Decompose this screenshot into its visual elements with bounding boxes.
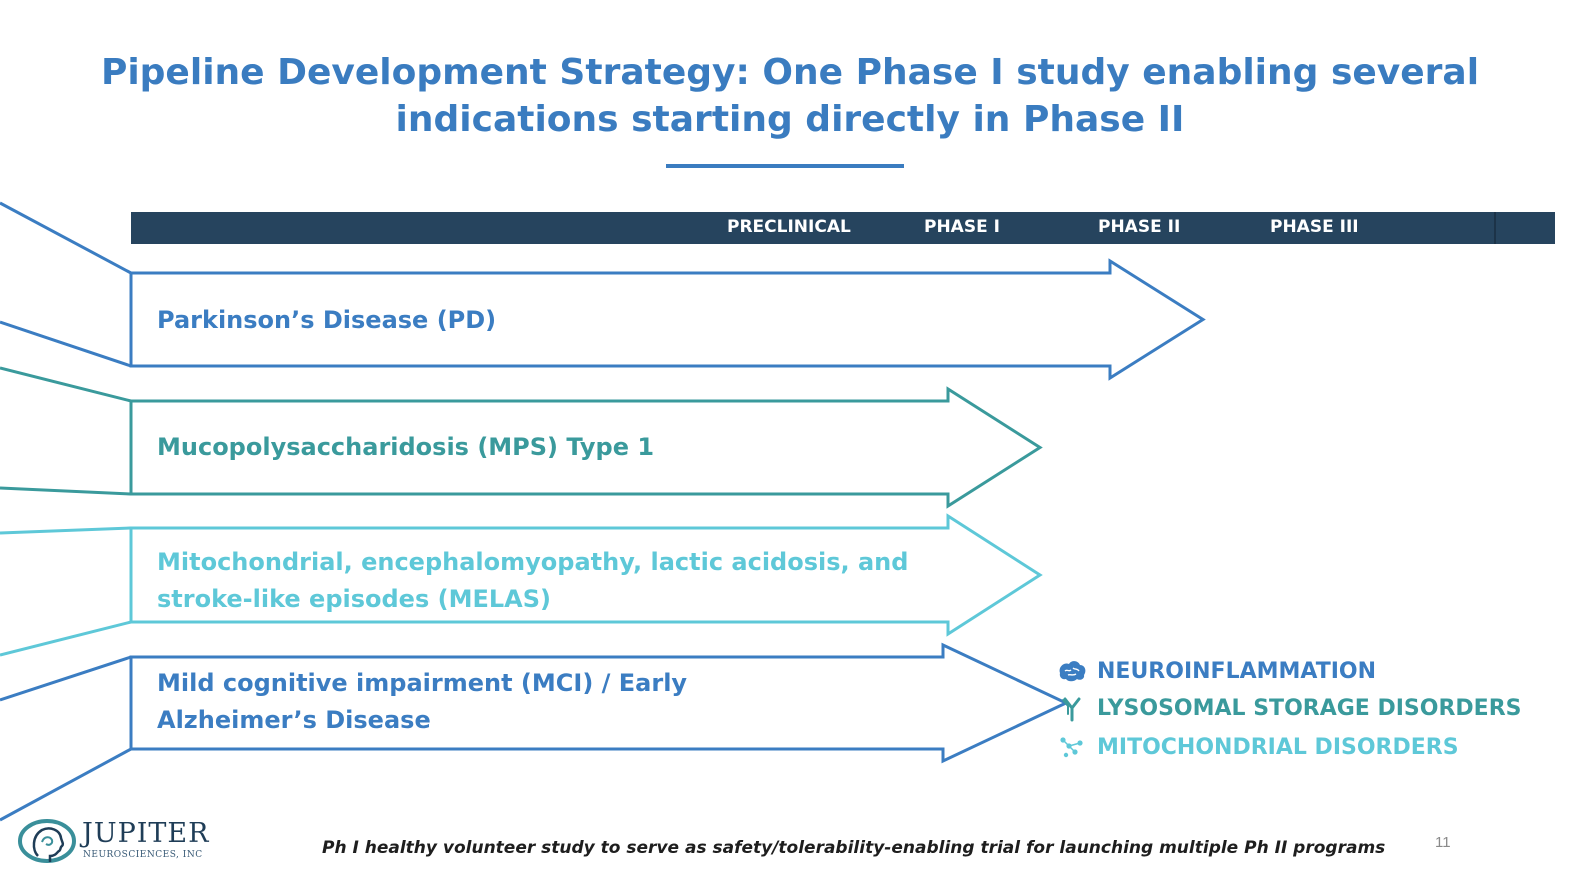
indication-label-melas-line-2: stroke-like episodes (MELAS) <box>157 585 551 613</box>
indication-label-mci-line-1: Mild cognitive impairment (MCI) / Early <box>157 669 688 697</box>
logo-subtitle: NEUROSCIENCES, INC <box>83 850 203 860</box>
page-number: 11 <box>1435 834 1451 851</box>
arrow-melas <box>129 513 1043 637</box>
footnote: Ph I healthy volunteer study to serve as… <box>322 838 1386 858</box>
indication-arrows <box>129 258 1206 764</box>
connector-mps-1 <box>0 366 132 403</box>
phase-label-preclinical: PRECLINICAL <box>727 217 851 237</box>
phase-label-phase-2: PHASE II <box>1098 217 1181 237</box>
molecule-icon <box>1060 737 1083 758</box>
indication-label-melas: Mitochondrial, encephalomyopathy, lactic… <box>157 544 908 618</box>
logo-name: JUPITER <box>82 818 210 849</box>
indication-label-pd-line-1: Parkinson’s Disease (PD) <box>157 306 497 334</box>
head-profile-icon <box>18 819 76 863</box>
phase-header-bar <box>131 212 1555 244</box>
indication-label-mci: Mild cognitive impairment (MCI) / Early … <box>157 665 687 739</box>
arrow-mci <box>129 642 1070 764</box>
connector-melas-1 <box>0 526 132 535</box>
company-logo: JUPITER NEUROSCIENCES, INC <box>16 816 236 870</box>
legend-label-mitochondrial: MITOCHONDRIAL DISORDERS <box>1097 734 1459 760</box>
arrow-mps <box>129 386 1043 509</box>
phase-header-divider <box>1494 212 1496 244</box>
indication-label-mps: Mucopolysaccharidosis (MPS) Type 1 <box>157 429 654 466</box>
connector-pd-1 <box>0 201 132 275</box>
legend-label-neuroinflammation: NEUROINFLAMMATION <box>1097 658 1377 684</box>
arrow-pd <box>129 258 1206 381</box>
legend-item-lysosomal: LYSOSOMAL STORAGE DISORDERS <box>1056 691 1522 725</box>
legend-item-neuroinflammation: NEUROINFLAMMATION <box>1056 654 1376 688</box>
indication-label-pd: Parkinson’s Disease (PD) <box>157 302 496 339</box>
connector-mci-1 <box>0 655 132 702</box>
connector-mci-2 <box>0 747 132 822</box>
connector-pd-2 <box>0 320 132 368</box>
indication-label-mps-line-1: Mucopolysaccharidosis (MPS) Type 1 <box>157 433 655 461</box>
page-title-line-2: indications starting directly in Phase I… <box>395 99 1185 140</box>
legend-label-lysosomal: LYSOSOMAL STORAGE DISORDERS <box>1097 695 1522 721</box>
legend-item-mitochondrial: MITOCHONDRIAL DISORDERS <box>1056 730 1459 764</box>
indication-label-melas-line-1: Mitochondrial, encephalomyopathy, lactic… <box>157 548 909 576</box>
title-underline <box>666 164 904 168</box>
connector-mps-2 <box>0 486 132 496</box>
connector-lines <box>0 201 132 822</box>
phase-label-phase-3: PHASE III <box>1270 217 1359 237</box>
page-title-line-1: Pipeline Development Strategy: One Phase… <box>100 52 1480 93</box>
connector-melas-2 <box>0 620 132 657</box>
indication-label-mci-line-2: Alzheimer’s Disease <box>157 706 431 734</box>
phase-label-phase-1: PHASE I <box>924 217 1000 237</box>
brain-icon <box>1059 661 1086 682</box>
antibody-icon <box>1062 697 1081 722</box>
